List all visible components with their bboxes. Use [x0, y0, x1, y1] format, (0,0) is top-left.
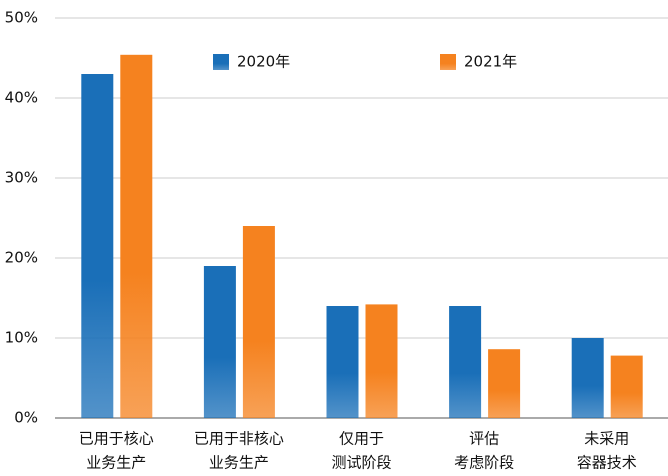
bar [120, 54, 153, 419]
bar [326, 306, 359, 418]
x-tick-label: 评估 [469, 430, 499, 448]
bar [365, 304, 398, 418]
y-tick-label: 30% [5, 169, 38, 187]
y-tick-label: 0% [14, 409, 38, 427]
legend-label: 2021年 [464, 53, 517, 71]
bar [610, 355, 643, 418]
x-tick-label: 业务生产 [209, 454, 269, 472]
legend-swatch [440, 54, 456, 70]
legend-swatch [213, 54, 229, 70]
bar [488, 349, 521, 418]
x-tick-label: 仅用于 [339, 430, 384, 448]
x-tick-label: 容器技术 [577, 454, 637, 472]
y-tick-label: 50% [5, 9, 38, 27]
bar [242, 226, 275, 418]
bar [203, 266, 236, 418]
x-tick-label: 已用于核心 [79, 430, 154, 448]
bar [81, 74, 114, 418]
x-tick-label: 业务生产 [86, 454, 146, 472]
bar [449, 306, 482, 418]
x-tick-label: 已用于非核心 [194, 430, 284, 448]
x-tick-label: 测试阶段 [331, 454, 391, 472]
y-tick-label: 10% [5, 329, 38, 347]
y-tick-label: 20% [5, 249, 38, 267]
x-tick-label: 考虑阶段 [454, 454, 514, 472]
x-tick-label: 未采用 [584, 430, 629, 448]
bar [571, 338, 604, 418]
legend-label: 2020年 [237, 53, 290, 71]
y-tick-label: 40% [5, 89, 38, 107]
